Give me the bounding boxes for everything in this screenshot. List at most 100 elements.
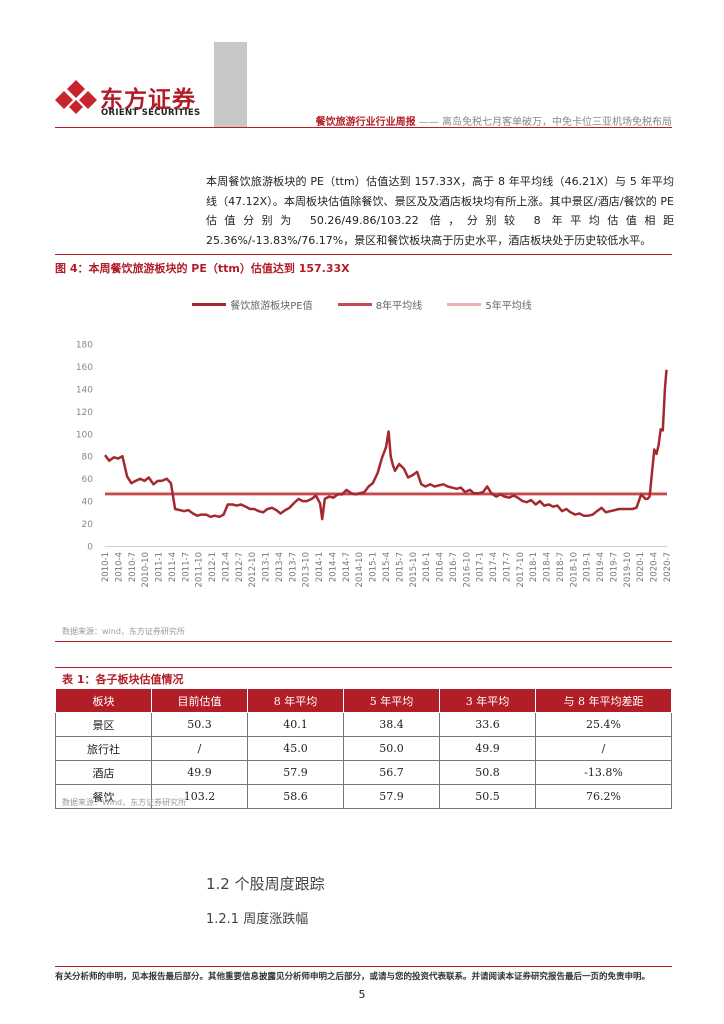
section-heading: 1.2 个股周度跟踪: [206, 875, 325, 893]
body-paragraph: 本周餐饮旅游板块的 PE（ttm）估值达到 157.33X，高于 8 年平均线（…: [206, 175, 674, 247]
table-cell: 33.6: [439, 712, 536, 737]
table-cell: /: [151, 736, 248, 761]
x-tick-label: 2014-10: [355, 552, 365, 588]
table-header-cell: 3 年平均: [439, 688, 536, 713]
x-tick-label: 2014-7: [342, 552, 352, 582]
table-row: 旅行社 / 45.0 50.0 49.9 /: [55, 736, 672, 761]
footer-divider: [55, 966, 672, 967]
table-source: 数据来源：Wind，东方证券研究所: [62, 798, 187, 807]
x-tick-label: 2018-1: [529, 552, 539, 582]
table-header-cell: 与 8 年平均差距: [535, 688, 672, 713]
table-cell: 38.4: [343, 712, 440, 737]
table-cell: 景区: [55, 712, 152, 737]
table-title: 表 1：各子板块估值情况: [62, 673, 184, 686]
figure-divider-top: [55, 254, 672, 255]
y-tick-label: 40: [82, 498, 94, 508]
legend-label-avg5: 5年平均线: [485, 301, 532, 312]
table-cell: 旅行社: [55, 736, 152, 761]
table-cell: 酒店: [55, 760, 152, 785]
orient-logo-icon: [55, 80, 97, 114]
x-tick-label: 2017-10: [516, 552, 526, 588]
legend-item-avg8: 8年平均线: [337, 297, 423, 312]
table-cell: 57.9: [343, 784, 440, 809]
x-tick-label: 2016-4: [436, 552, 446, 582]
x-tick-label: 2019-1: [583, 552, 593, 582]
table-cell: 76.2%: [535, 784, 672, 809]
logo-text-cn: 东方证券: [100, 87, 196, 113]
table-cell: 50.5: [439, 784, 536, 809]
y-tick-label: 160: [76, 363, 93, 373]
report-type: 餐饮旅游行业行业周报: [315, 117, 416, 128]
x-tick-label: 2013-1: [262, 552, 272, 582]
legend-label-avg8: 8年平均线: [375, 301, 423, 312]
table-cell: -13.8%: [535, 760, 672, 785]
x-tick-label: 2013-4: [275, 552, 285, 582]
figure-source: 数据来源：wind，东方证券研究所: [62, 627, 185, 636]
header-separator: ——: [418, 117, 439, 128]
x-tick-label: 2018-10: [569, 552, 579, 588]
x-tick-label: 2010-1: [101, 552, 111, 582]
x-tick-label: 2011-7: [181, 552, 191, 582]
x-tick-label: 2019-7: [609, 552, 619, 582]
x-tick-label: 2017-1: [476, 552, 486, 582]
x-tick-label: 2011-10: [195, 552, 205, 588]
logo-text-en: ORIENT SECURITIES: [101, 108, 201, 118]
table-cell: 50.8: [439, 760, 536, 785]
figure-title: 图 4：本周餐饮旅游板块的 PE（ttm）估值达到 157.33X: [55, 262, 350, 275]
x-tick-label: 2014-1: [315, 552, 325, 582]
table-header-row: 板块 目前估值 8 年平均 5 年平均 3 年平均 与 8 年平均差距: [55, 688, 672, 713]
table-cell: 58.6: [247, 784, 344, 809]
x-tick-label: 2015-1: [369, 552, 379, 582]
table-divider-top: [55, 667, 672, 668]
pe-line-chart: 0 20 40 60 80 100 120 140 160 180 2010-1 2010-4 2010…: [76, 341, 672, 588]
x-tick-label: 2016-7: [449, 552, 459, 582]
table-cell: 餐饮: [55, 784, 152, 809]
table-cell: 25.4%: [535, 712, 672, 737]
valuation-table: 板块 目前估值 8 年平均 5 年平均 3 年平均 与 8 年平均差距 景区 5…: [55, 688, 672, 809]
table-row: 景区 50.3 40.1 38.4 33.6 25.4%: [55, 712, 672, 737]
x-tick-label: 2011-4: [168, 552, 178, 582]
legend-swatch-avg8: [337, 303, 372, 306]
x-tick-label: 2017-7: [502, 552, 512, 582]
table-header-cell: 8 年平均: [247, 688, 344, 713]
legend-label-pe: 餐饮旅游板块PE值: [230, 301, 313, 312]
table-cell: 49.9: [439, 736, 536, 761]
table-cell: 103.2: [151, 784, 248, 809]
x-tick-label: 2015-4: [382, 552, 392, 582]
x-tick-label: 2020-4: [650, 552, 660, 582]
x-tick-label: 2015-10: [409, 552, 419, 588]
table-cell: 56.7: [343, 760, 440, 785]
x-tick-label: 2010-7: [128, 552, 138, 582]
x-tick-label: 2012-10: [248, 552, 258, 588]
x-tick-label: 2013-7: [288, 552, 298, 582]
legend-swatch-avg5: [447, 303, 482, 306]
y-tick-label: 0: [87, 543, 93, 553]
table-cell: 57.9: [247, 760, 344, 785]
table-row: 酒店 49.9 57.9 56.7 50.8 -13.8%: [55, 760, 672, 785]
pe-series-line: [104, 369, 668, 521]
x-tick-label: 2020-1: [636, 552, 646, 582]
y-tick-label: 120: [76, 408, 93, 418]
x-tick-label: 2018-4: [543, 552, 553, 582]
x-tick-label: 2020-7: [663, 552, 672, 582]
legend-swatch-pe: [192, 303, 227, 306]
x-tick-label: 2010-4: [114, 552, 124, 582]
table-header-cell: 目前估值: [151, 688, 248, 713]
subsection-heading: 1.2.1 周度涨跌幅: [206, 912, 309, 927]
legend-item-avg5: 5年平均线: [447, 297, 532, 312]
x-tick-label: 2012-1: [208, 552, 218, 582]
y-tick-label: 20: [82, 520, 94, 530]
x-tick-label: 2011-1: [155, 552, 165, 582]
table-cell: 45.0: [247, 736, 344, 761]
x-tick-label: 2010-10: [141, 552, 151, 588]
table-header-cell: 5 年平均: [343, 688, 440, 713]
x-tick-label: 2016-1: [422, 552, 432, 582]
x-tick-label: 2013-10: [302, 552, 312, 588]
page-number: 5: [358, 988, 366, 1001]
table-cell: 50.0: [343, 736, 440, 761]
x-tick-label: 2017-4: [489, 552, 499, 582]
y-tick-label: 80: [82, 453, 94, 463]
x-tick-label: 2018-7: [556, 552, 566, 582]
footer-disclaimer: 有关分析师的申明，见本报告最后部分。其他重要信息披露见分析师申明之后部分，或请与…: [55, 972, 651, 982]
chart-legend: 餐饮旅游板块PE值 8年平均线 5年平均线: [0, 297, 724, 312]
